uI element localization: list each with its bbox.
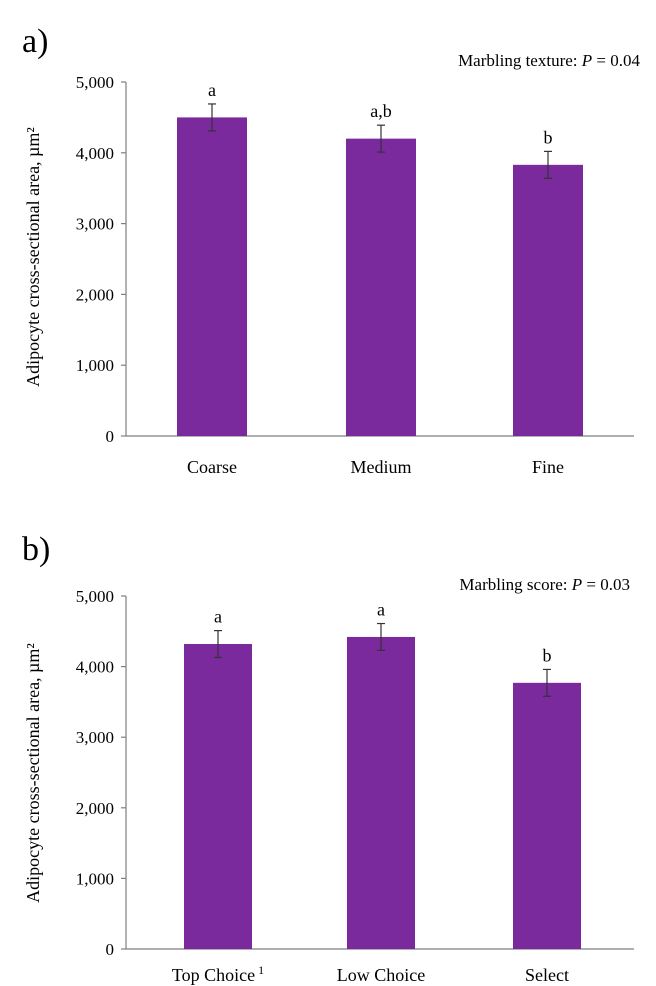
a-category-label-2: Medium xyxy=(351,457,412,477)
a-y-tick-label: 1,000 xyxy=(76,356,114,375)
a-significance-letter-3: b xyxy=(544,127,553,147)
b-y-tick-label: 4,000 xyxy=(76,658,114,677)
b-category-label-2: Low Choice xyxy=(337,965,425,985)
b-significance-letter-3: b xyxy=(543,645,552,665)
panel-a-ylabel: Adipocyte cross-sectional area, µm² xyxy=(23,127,43,387)
a-y-tick-label: 4,000 xyxy=(76,144,114,163)
panel-b-ylabel: Adipocyte cross-sectional area, µm² xyxy=(23,643,43,903)
a-bar-2 xyxy=(346,138,416,436)
b-category-label-3: Select xyxy=(525,965,569,985)
panel-a-annotation: Marbling texture: P = 0.04 xyxy=(458,51,640,70)
a-category-label-1: Coarse xyxy=(187,457,237,477)
a-bar-1 xyxy=(177,117,247,437)
panel-b-annotation-prefix: Marbling score: xyxy=(459,575,571,594)
panel-a-label: a) xyxy=(22,23,48,60)
b-y-tick-label: 1,000 xyxy=(76,869,114,888)
panel-b-annotation: Marbling score: P = 0.03 xyxy=(459,575,630,594)
a-y-tick-label: 5,000 xyxy=(76,73,114,92)
a-category-label-3: Fine xyxy=(532,457,564,477)
panel-b: b) Marbling score: P = 0.03 Adipocyte cr… xyxy=(22,531,634,985)
panel-a-plot: 0 1,000 2,000 3,000 4,000 5,000 a Coarse a,b Medi… xyxy=(76,73,634,477)
b-bar-1 xyxy=(184,644,252,949)
b-significance-letter-1: a xyxy=(214,607,222,627)
panel-b-annotation-p: P xyxy=(571,575,582,594)
panel-b-plot: 0 1,000 2,000 3,000 4,000 5,000 a Top Choice 1 a L… xyxy=(76,587,634,985)
b-bar-3 xyxy=(513,682,581,949)
a-y-tick-label: 2,000 xyxy=(76,285,114,304)
b-y-tick-label: 0 xyxy=(106,940,115,959)
a-significance-letter-2: a,b xyxy=(370,101,392,121)
b-y-tick-label: 2,000 xyxy=(76,799,114,818)
a-y-tick-label: 3,000 xyxy=(76,215,114,234)
b-y-tick-label: 3,000 xyxy=(76,728,114,747)
panel-a-annotation-prefix: Marbling texture: xyxy=(458,51,582,70)
panel-a-annotation-value: = 0.04 xyxy=(592,51,640,70)
panel-b-label: b) xyxy=(22,531,50,568)
b-category-label-1: Top Choice 1 xyxy=(172,963,264,985)
panel-a-annotation-p: P xyxy=(581,51,592,70)
a-y-tick-label: 0 xyxy=(106,427,115,446)
a-bar-3 xyxy=(513,164,583,436)
b-y-tick-label: 5,000 xyxy=(76,587,114,606)
a-significance-letter-1: a xyxy=(208,80,216,100)
b-bar-2 xyxy=(347,636,415,949)
panel-a: a) Marbling texture: P = 0.04 Adipocyte … xyxy=(22,23,640,477)
panel-b-annotation-value: = 0.03 xyxy=(582,575,630,594)
b-significance-letter-2: a xyxy=(377,600,385,620)
